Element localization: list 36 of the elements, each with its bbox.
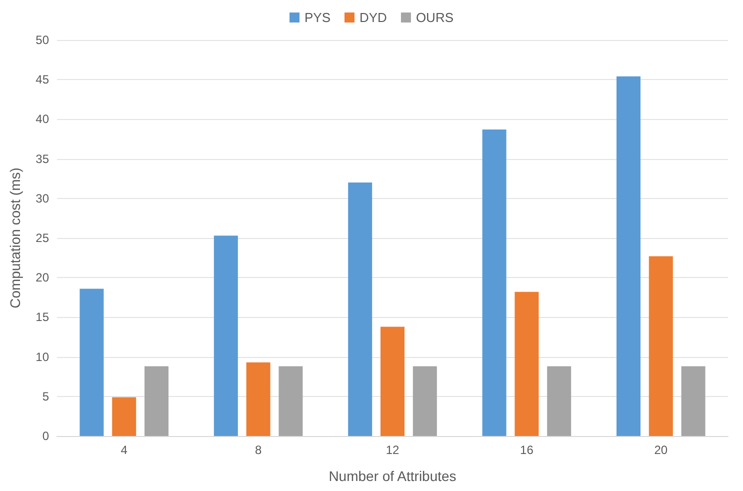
bar	[380, 326, 404, 436]
bar	[514, 292, 539, 436]
y-axis-title: Computation cost (ms)	[7, 168, 23, 308]
x-tick-label: 8	[254, 443, 262, 457]
x-axis-title: Number of Attributes	[328, 468, 456, 484]
x-tick-label: 4	[120, 443, 128, 457]
bar	[278, 366, 303, 436]
bar	[616, 76, 640, 436]
y-tick-label: 10	[36, 350, 50, 364]
bar	[246, 362, 270, 436]
bar	[144, 366, 168, 436]
x-tick-label: 20	[654, 443, 668, 457]
legend-label: OURS	[416, 10, 454, 25]
bar	[681, 366, 706, 436]
y-tick-label: 50	[36, 33, 50, 47]
y-tick-label: 45	[36, 72, 50, 87]
y-tick-label: 20	[36, 270, 50, 285]
x-tick-label: 12	[386, 443, 400, 457]
y-tick-label: 30	[36, 191, 50, 206]
y-tick-label: 35	[36, 152, 50, 166]
bar	[482, 129, 506, 436]
bar	[348, 182, 372, 436]
legend-label: DYD	[360, 10, 387, 25]
y-tick-label: 0	[42, 429, 50, 443]
legend-label: PYS	[304, 10, 331, 25]
bar	[547, 366, 572, 436]
y-tick-label: 25	[36, 231, 50, 245]
y-tick-label: 40	[36, 112, 50, 126]
x-tick-label: 16	[520, 443, 534, 457]
bar	[80, 288, 104, 436]
bar	[648, 256, 673, 436]
bar	[112, 397, 136, 436]
bar	[412, 366, 437, 436]
y-tick-label: 15	[36, 310, 50, 324]
bar	[214, 236, 238, 436]
y-tick-label: 5	[42, 389, 50, 404]
